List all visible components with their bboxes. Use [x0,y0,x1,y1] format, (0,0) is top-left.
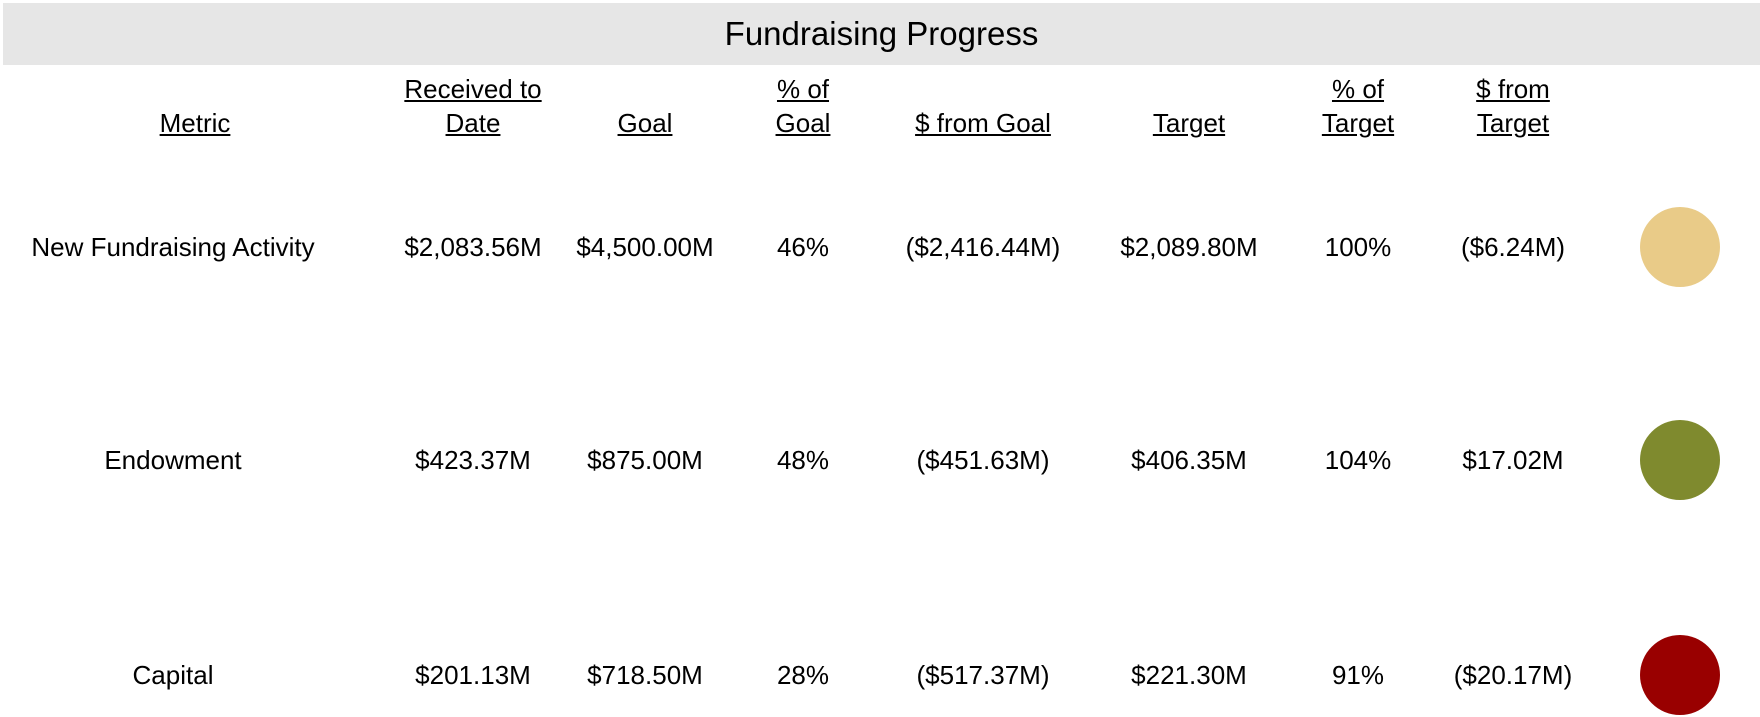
cell: $2,089.80M [1120,232,1258,262]
cell: 48% [776,445,830,475]
cell: $406.35M [1131,445,1247,475]
cell: 28% [776,660,830,690]
cell: $875.00M [587,445,703,475]
row-label: New Fundraising Activity [31,232,315,262]
cell: $423.37M [415,445,531,475]
column-header: Target [1152,108,1226,138]
cell: 100% [1324,232,1392,262]
column-header: Metric [159,108,231,138]
column-header: % of Goal [775,74,831,138]
cell: $4,500.00M [576,232,714,262]
row-label: Endowment [104,445,242,475]
cell: ($2,416.44M) [905,232,1061,262]
cell: 46% [776,232,830,262]
column-header: % of Target [1321,74,1395,138]
cell: $2,083.56M [404,232,542,262]
cell: ($20.17M) [1453,660,1573,690]
cell: $201.13M [415,660,531,690]
cell: 104% [1324,445,1392,475]
cell: ($517.37M) [916,660,1050,690]
status-indicator [1640,207,1720,287]
column-header: Goal [617,108,673,138]
cell: $221.30M [1131,660,1247,690]
cell: ($6.24M) [1460,232,1566,262]
status-indicator [1640,635,1720,715]
cell: $718.50M [587,660,703,690]
cell: $17.02M [1462,445,1564,475]
column-header: $ from Target [1476,74,1550,138]
column-header: Received to Date [404,74,542,138]
column-header: $ from Goal [915,108,1051,138]
status-indicator [1640,420,1720,500]
cell: ($451.63M) [916,445,1050,475]
title-bar: Fundraising Progress [3,3,1760,65]
title: Fundraising Progress [724,15,1039,52]
cell: 91% [1331,660,1385,690]
row-label: Capital [132,660,214,690]
